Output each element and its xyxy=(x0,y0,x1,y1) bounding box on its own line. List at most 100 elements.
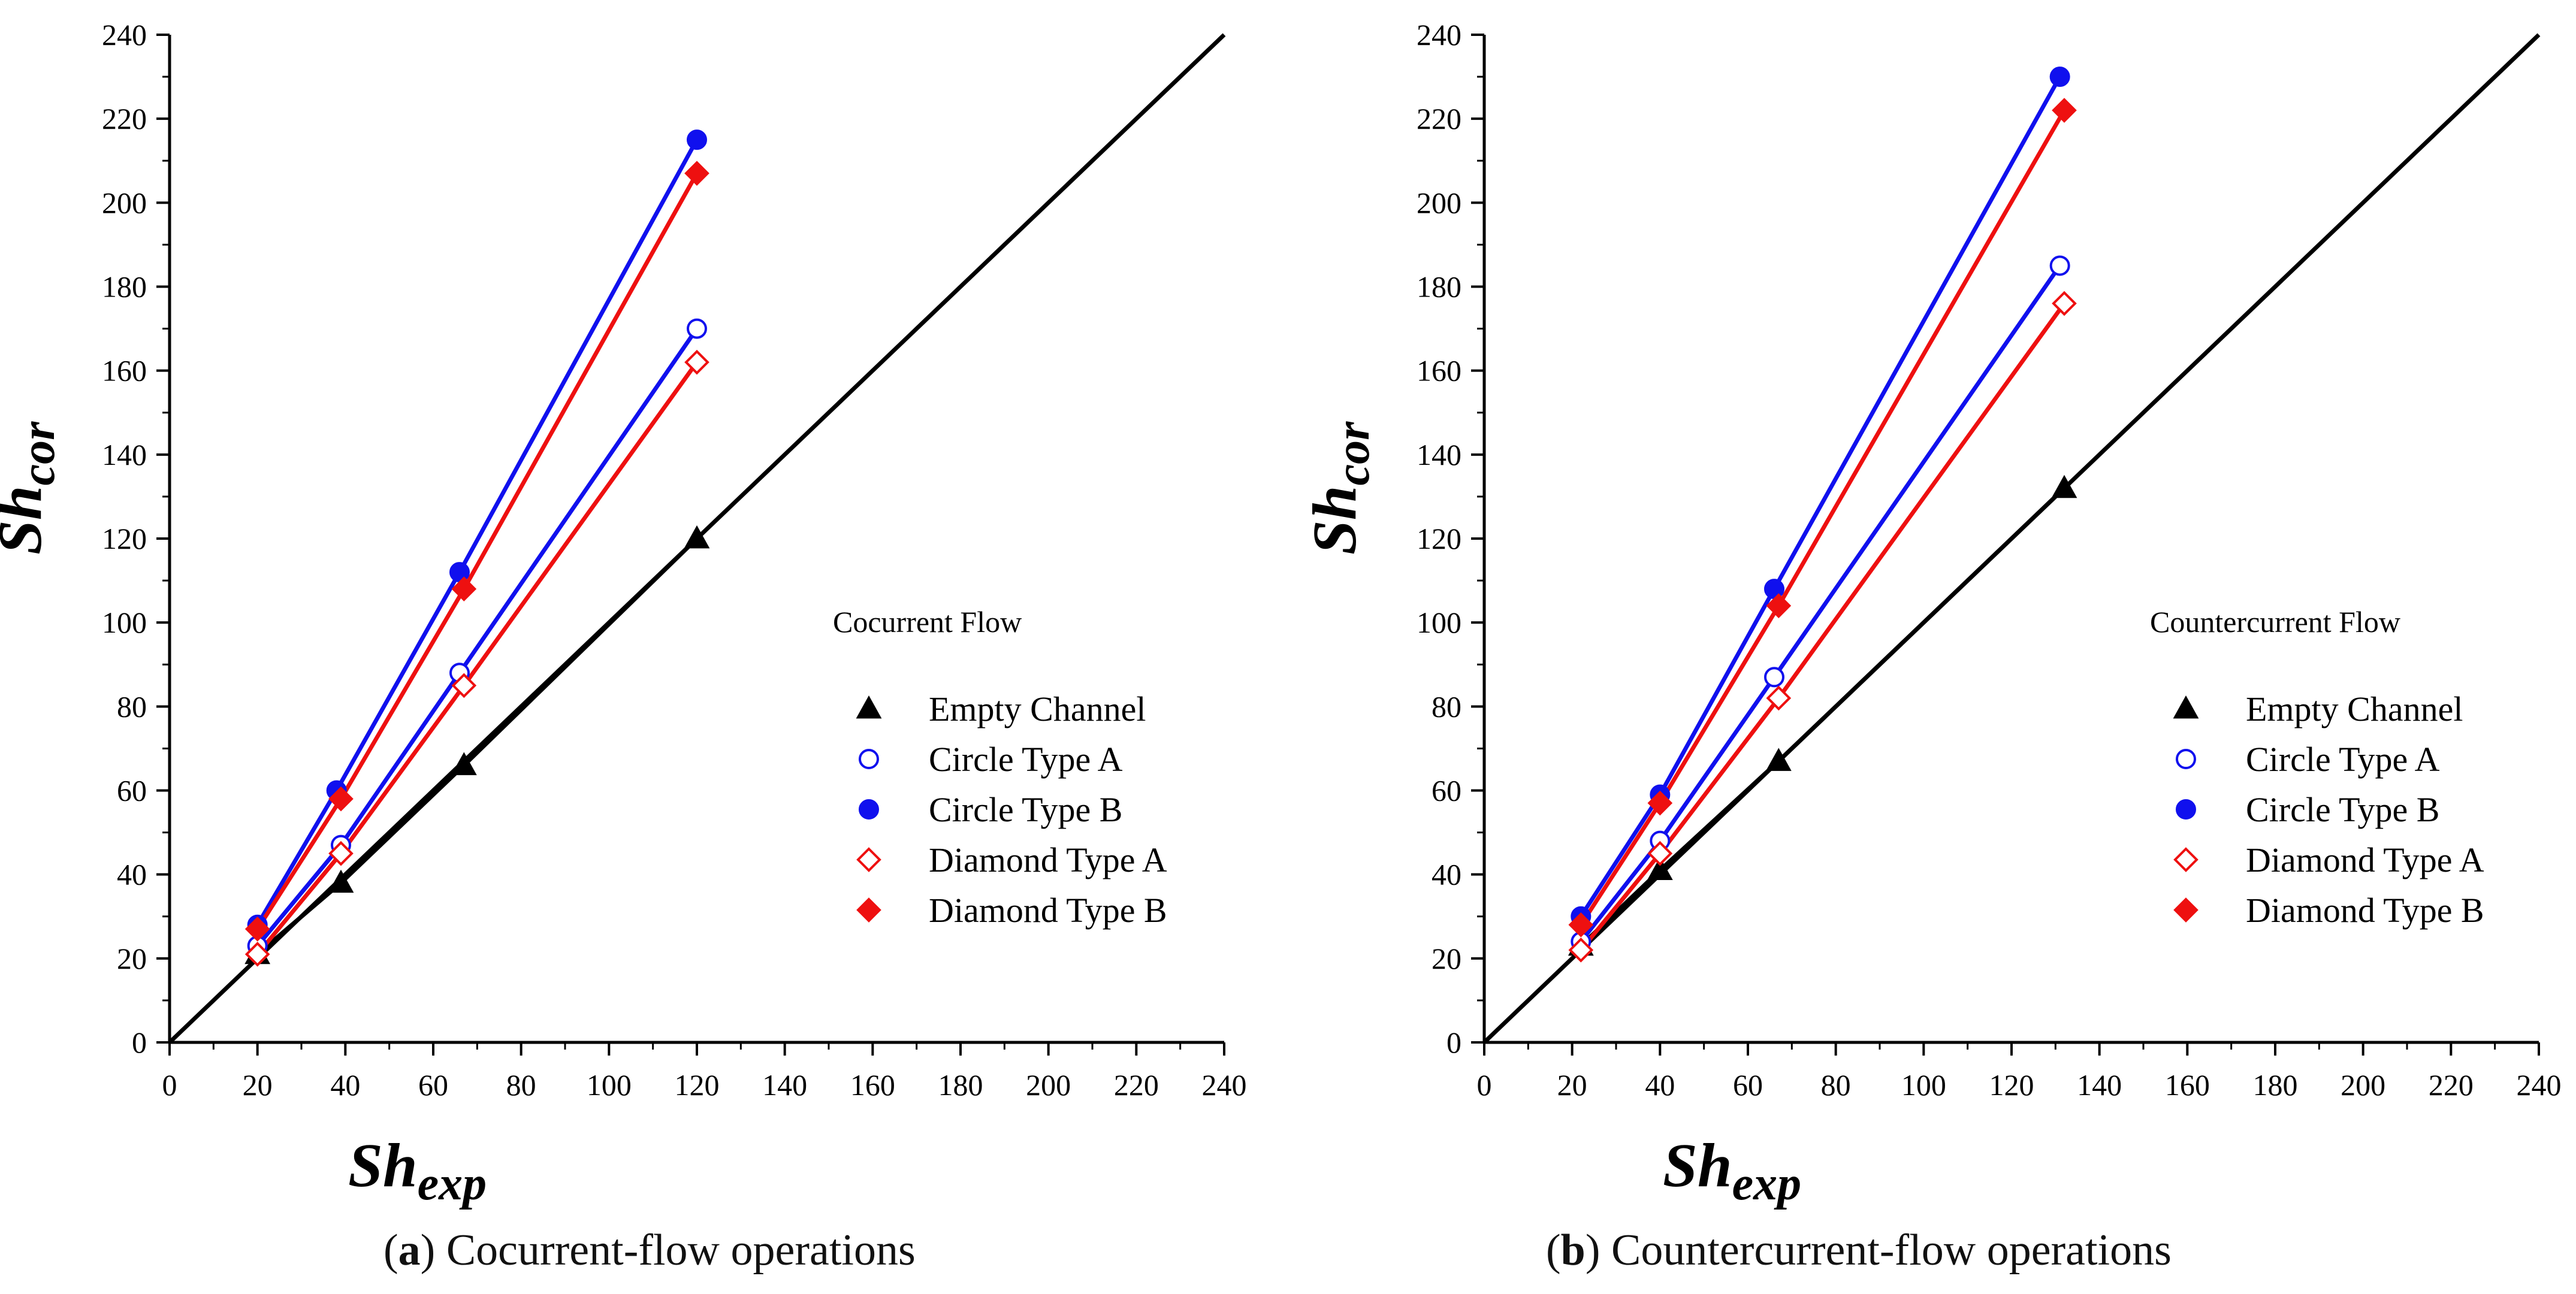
y-tick-label: 140 xyxy=(1417,438,1461,471)
x-tick-label: 80 xyxy=(506,1068,536,1102)
y-tick-label: 240 xyxy=(102,18,147,52)
x-tick-label: 100 xyxy=(1901,1068,1946,1102)
x-tick-label: 160 xyxy=(2165,1068,2210,1102)
y-tick-label: 80 xyxy=(1432,690,1461,723)
legend-label-5: Diamond Type B xyxy=(929,891,1167,930)
data-point-series-1 xyxy=(1765,748,1792,771)
x-tick-label: 0 xyxy=(1477,1068,1492,1102)
x-tick-label: 240 xyxy=(2517,1068,2562,1102)
caption-a-label: a xyxy=(398,1226,421,1275)
data-point-series-4 xyxy=(2052,291,2077,316)
y-tick-label: 240 xyxy=(1417,18,1461,52)
data-point-series-1 xyxy=(1647,857,1673,881)
x-tick-label: 180 xyxy=(2253,1068,2298,1102)
y-tick-label: 180 xyxy=(1417,270,1461,304)
data-point-series-1 xyxy=(2051,474,2077,498)
legend-title: Cocurrent Flow xyxy=(833,605,1022,639)
data-point-series-5 xyxy=(2052,98,2077,123)
caption-a: (a) Cocurrent-flow operations xyxy=(383,1226,916,1275)
data-point-series-4 xyxy=(684,349,709,375)
chart-panel-b: 00 20 20 40 40 60 60 80 80 100 100 120 120 140 140 160 1… xyxy=(1300,18,2562,1210)
y-axis-title: Shcor xyxy=(1300,421,1379,555)
data-point-series-1 xyxy=(451,752,477,775)
legend-label-1: Empty Channel xyxy=(2246,690,2463,728)
x-tick-label: 40 xyxy=(330,1068,360,1102)
data-point-series-4 xyxy=(244,941,270,967)
x-tick-label: 200 xyxy=(1026,1068,1071,1102)
y-tick-label: 60 xyxy=(1432,774,1461,808)
data-point-series-4 xyxy=(1766,685,1792,711)
x-tick-label: 120 xyxy=(675,1068,720,1102)
x-tick-label: 40 xyxy=(1645,1068,1675,1102)
data-point-series-4 xyxy=(1568,937,1594,963)
legend-label-4: Diamond Type A xyxy=(929,841,1167,879)
y-tick-label: 0 xyxy=(132,1026,147,1059)
y-tick-label: 120 xyxy=(1417,522,1461,555)
series-line-4 xyxy=(255,361,699,956)
x-tick-label: 240 xyxy=(1202,1068,1247,1102)
y-tick-label: 200 xyxy=(1417,186,1461,219)
x-tick-label: 140 xyxy=(762,1068,807,1102)
y-tick-label: 160 xyxy=(102,354,147,388)
data-point-series-1 xyxy=(684,525,710,549)
y-tick-label: 40 xyxy=(117,858,147,891)
series-line-5 xyxy=(255,172,699,930)
y-tick-label: 160 xyxy=(1417,354,1461,388)
y-tick-label: 120 xyxy=(102,522,147,555)
x-axis-title: Shexp xyxy=(348,1131,487,1210)
y-tick-label: 200 xyxy=(102,186,147,219)
x-tick-label: 0 xyxy=(162,1068,177,1102)
legend-marker-5 xyxy=(856,897,881,923)
legend-marker-5 xyxy=(2173,897,2198,923)
data-point-series-2 xyxy=(687,318,707,339)
legend-title: Countercurrent Flow xyxy=(2150,605,2400,639)
caption-b-text: Countercurrent-flow operations xyxy=(1611,1226,2172,1275)
x-tick-label: 220 xyxy=(1114,1068,1159,1102)
y-tick-label: 40 xyxy=(1432,858,1461,891)
y-tick-label: 80 xyxy=(117,690,147,723)
legend-marker-2 xyxy=(859,749,879,769)
series-line-1 xyxy=(1579,486,2066,948)
caption-b-label: b xyxy=(1560,1226,1586,1275)
data-point-series-5 xyxy=(684,161,709,186)
data-point-series-3 xyxy=(2049,66,2070,87)
y-tick-label: 100 xyxy=(1417,606,1461,639)
y-tick-label: 20 xyxy=(1432,942,1461,975)
data-point-series-5 xyxy=(328,786,354,812)
legend-marker-4 xyxy=(2173,847,2198,872)
legend-marker-4 xyxy=(856,847,881,872)
data-point-series-5 xyxy=(1647,790,1673,816)
legend-label-4: Diamond Type A xyxy=(2246,841,2484,879)
x-tick-label: 100 xyxy=(587,1068,632,1102)
x-tick-label: 60 xyxy=(418,1068,448,1102)
data-point-series-5 xyxy=(244,916,270,942)
legend-marker-1 xyxy=(856,695,882,719)
caption-b: (b) Countercurrent-flow operations xyxy=(1546,1226,2172,1275)
x-tick-label: 80 xyxy=(1821,1068,1851,1102)
data-point-series-5 xyxy=(1568,912,1594,938)
y-axis-title: Shcor xyxy=(0,421,65,555)
legend-marker-3 xyxy=(859,799,879,820)
x-tick-label: 120 xyxy=(1989,1068,2034,1102)
x-tick-label: 200 xyxy=(2341,1068,2385,1102)
legend: Countercurrent Flow Empty Channel Circle T… xyxy=(2150,605,2484,930)
series-line-3 xyxy=(1579,75,2062,918)
legend-label-5: Diamond Type B xyxy=(2246,891,2484,930)
data-point-series-2 xyxy=(1764,667,1784,688)
x-axis-title: Shexp xyxy=(1663,1131,1801,1210)
data-point-series-3 xyxy=(687,129,707,150)
series-line-1 xyxy=(256,537,699,956)
data-point-series-4 xyxy=(1647,841,1673,866)
data-point-series-5 xyxy=(1766,593,1792,618)
legend-label-2: Circle Type A xyxy=(2246,740,2440,779)
x-tick-label: 60 xyxy=(1733,1068,1763,1102)
caption-a-text: Cocurrent-flow operations xyxy=(446,1226,916,1275)
legend-label-2: Circle Type A xyxy=(929,740,1123,779)
y-tick-label: 140 xyxy=(102,438,147,471)
y-tick-label: 60 xyxy=(117,774,147,808)
y-tick-label: 100 xyxy=(102,606,147,639)
legend-label-3: Circle Type B xyxy=(929,790,1122,829)
x-tick-label: 140 xyxy=(2077,1068,2122,1102)
data-point-series-2 xyxy=(2049,255,2070,276)
